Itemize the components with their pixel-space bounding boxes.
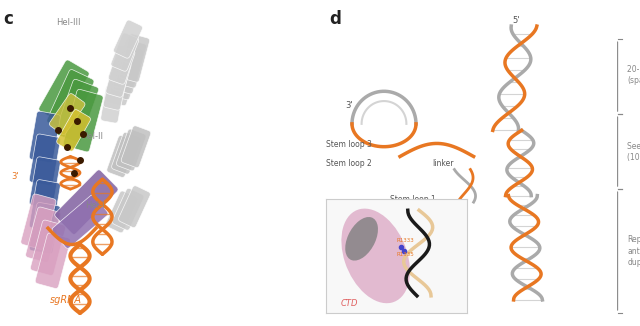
FancyBboxPatch shape xyxy=(107,136,136,177)
FancyBboxPatch shape xyxy=(106,59,131,97)
Text: 3': 3' xyxy=(346,101,353,110)
FancyBboxPatch shape xyxy=(52,195,108,248)
FancyBboxPatch shape xyxy=(116,129,146,171)
FancyBboxPatch shape xyxy=(29,111,60,163)
FancyBboxPatch shape xyxy=(29,157,60,208)
FancyBboxPatch shape xyxy=(106,191,138,233)
FancyBboxPatch shape xyxy=(121,126,151,168)
FancyBboxPatch shape xyxy=(119,34,150,82)
FancyBboxPatch shape xyxy=(111,33,139,71)
FancyBboxPatch shape xyxy=(29,134,60,185)
FancyBboxPatch shape xyxy=(31,220,65,275)
FancyBboxPatch shape xyxy=(57,110,90,151)
FancyBboxPatch shape xyxy=(116,40,147,88)
FancyBboxPatch shape xyxy=(118,186,150,228)
Text: 3': 3' xyxy=(12,171,19,181)
Text: Hel-I: Hel-I xyxy=(85,201,104,210)
FancyBboxPatch shape xyxy=(112,188,144,230)
FancyBboxPatch shape xyxy=(29,180,60,231)
FancyBboxPatch shape xyxy=(113,20,143,58)
Text: R1333: R1333 xyxy=(397,238,415,243)
FancyBboxPatch shape xyxy=(55,79,99,142)
FancyBboxPatch shape xyxy=(29,202,60,254)
FancyBboxPatch shape xyxy=(108,46,135,84)
FancyBboxPatch shape xyxy=(109,52,140,100)
Text: linker: linker xyxy=(432,159,454,168)
FancyBboxPatch shape xyxy=(35,233,70,289)
Ellipse shape xyxy=(345,217,378,260)
Text: c: c xyxy=(3,10,13,28)
FancyBboxPatch shape xyxy=(55,170,118,234)
Text: Stem loop 1: Stem loop 1 xyxy=(390,195,436,204)
Ellipse shape xyxy=(341,209,410,303)
FancyBboxPatch shape xyxy=(49,94,85,135)
FancyBboxPatch shape xyxy=(103,72,127,110)
FancyBboxPatch shape xyxy=(63,89,103,152)
Text: Hel-III: Hel-III xyxy=(56,18,81,27)
FancyBboxPatch shape xyxy=(21,194,56,249)
Text: CTD: CTD xyxy=(340,299,358,308)
Text: 20-nt guide
(spacer): 20-nt guide (spacer) xyxy=(627,65,640,85)
Text: Hel-II: Hel-II xyxy=(82,132,104,141)
Text: Stem loop 2: Stem loop 2 xyxy=(326,159,372,168)
FancyBboxPatch shape xyxy=(113,46,143,94)
Text: sgRNA: sgRNA xyxy=(50,295,82,305)
FancyBboxPatch shape xyxy=(26,207,61,262)
FancyBboxPatch shape xyxy=(106,57,137,106)
FancyBboxPatch shape xyxy=(47,69,94,133)
Text: Repeat–
antirepeat
duplex: Repeat– antirepeat duplex xyxy=(627,235,640,267)
Text: Seed region
(10 nt): Seed region (10 nt) xyxy=(627,141,640,162)
FancyBboxPatch shape xyxy=(39,60,89,123)
Text: 5': 5' xyxy=(512,16,520,25)
Text: R1335: R1335 xyxy=(397,252,415,257)
Text: Stem loop 3: Stem loop 3 xyxy=(326,140,372,149)
Text: d: d xyxy=(330,10,342,28)
FancyBboxPatch shape xyxy=(111,132,141,174)
FancyBboxPatch shape xyxy=(100,86,124,123)
